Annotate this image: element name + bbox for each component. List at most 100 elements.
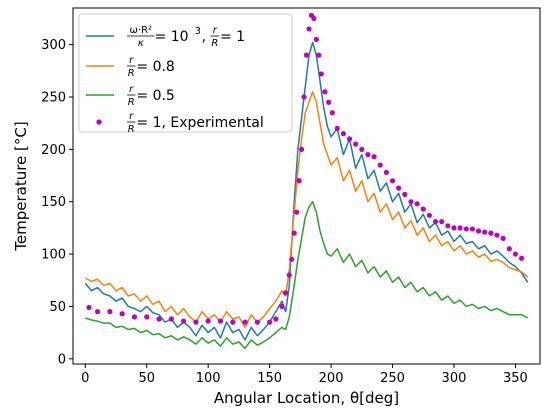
series-line-2: [84, 91, 529, 329]
data-point: [217, 318, 224, 324]
data-point: [500, 235, 506, 241]
data-point: [181, 318, 187, 324]
data-point: [291, 230, 297, 236]
legend-fraction-omega: ω·R² κ: [127, 25, 155, 49]
plot-frame: [72, 7, 541, 365]
y-tick-label: 200: [41, 143, 66, 158]
data-point: [377, 162, 383, 168]
data-point: [346, 136, 353, 142]
data-point: [296, 178, 302, 184]
legend-text: = 1, Experimental: [136, 115, 263, 131]
data-point: [383, 169, 389, 175]
legend-text: = 1: [220, 29, 245, 45]
data-point: [365, 151, 371, 158]
data-point: [482, 229, 488, 235]
data-point: [518, 255, 525, 261]
data-point: [303, 52, 310, 58]
svg-text:R: R: [211, 38, 218, 49]
data-point: [283, 290, 289, 296]
x-tick-label: 150: [257, 371, 282, 386]
data-point: [242, 319, 248, 325]
data-point: [494, 232, 500, 238]
data-point: [463, 226, 469, 232]
data-point: [318, 71, 324, 77]
data-point: [432, 219, 439, 225]
data-point: [306, 26, 312, 32]
x-tick-label: 300: [442, 371, 467, 386]
data-point: [334, 125, 340, 132]
svg-text:ω·R²: ω·R²: [130, 25, 153, 36]
data-point: [408, 199, 414, 205]
series-layer: [84, 12, 529, 350]
legend-entry-3: rR = 0.5: [86, 84, 175, 108]
legend-box: [78, 13, 293, 133]
svg-text:κ: κ: [138, 38, 144, 49]
data-point: [329, 110, 335, 116]
data-point: [420, 206, 426, 212]
data-point: [279, 303, 285, 310]
legend-text: = 0.5: [136, 88, 174, 104]
data-point: [469, 226, 476, 232]
data-point: [289, 256, 295, 262]
data-point: [414, 201, 420, 207]
data-point: [313, 36, 319, 43]
data-point: [353, 141, 359, 147]
svg-text:r: r: [129, 111, 134, 122]
svg-text:r: r: [129, 55, 134, 66]
y-tick-label: 100: [41, 248, 66, 263]
data-point: [107, 309, 113, 315]
series-line-1: [84, 41, 529, 341]
data-point: [451, 225, 457, 231]
data-point: [326, 99, 332, 105]
data-point: [445, 223, 451, 229]
data-point: [426, 212, 432, 218]
legend-superscript: 3: [195, 26, 201, 37]
data-point: [294, 209, 300, 215]
legend-text: = 0.8: [136, 59, 174, 75]
legend-fraction-r: rR: [127, 55, 136, 79]
ticks-layer: 0 50 100 150 200 250 300 350 0 50 100 150 200 250 300: [41, 38, 528, 386]
x-tick-label: 0: [81, 371, 89, 386]
data-point: [322, 89, 328, 95]
data-point: [316, 52, 322, 58]
legend-text: = 10: [155, 29, 189, 45]
data-point: [205, 318, 211, 324]
svg-text:r: r: [129, 84, 134, 95]
data-point: [193, 319, 199, 325]
series-experimental-points: [86, 12, 525, 325]
data-point: [396, 185, 402, 191]
data-point: [286, 272, 292, 278]
svg-text:R: R: [128, 68, 135, 79]
svg-text:r: r: [213, 25, 218, 36]
data-point: [389, 178, 396, 184]
data-point: [230, 319, 236, 325]
x-tick-label: 200: [319, 371, 344, 386]
legend-fraction-r: rR: [127, 111, 136, 135]
legend-marker: [96, 119, 102, 125]
x-tick-label: 350: [503, 371, 528, 386]
data-point: [457, 225, 463, 231]
data-point: [475, 228, 482, 234]
data-point: [119, 311, 125, 317]
svg-text:R: R: [128, 97, 135, 108]
y-tick-label: 50: [49, 300, 66, 315]
data-point: [402, 191, 408, 197]
data-point: [506, 246, 512, 252]
data-point: [340, 131, 346, 137]
x-axis-label: Angular Location, θ[deg]: [214, 389, 399, 407]
data-point: [131, 314, 138, 320]
data-point: [254, 319, 260, 325]
y-axis-label: Temperature [°C]: [12, 121, 30, 251]
data-point: [156, 316, 162, 322]
data-point: [359, 146, 365, 152]
y-tick-label: 0: [58, 352, 66, 367]
legend-entry-1: ω·R² κ = 10 3, rR = 1: [86, 25, 245, 49]
data-point: [488, 230, 494, 236]
legend-fraction-r: rR: [127, 84, 136, 108]
series-line-3: [85, 200, 529, 350]
data-point: [267, 319, 273, 325]
legend-fraction-r: rR: [210, 25, 219, 49]
y-tick-label: 150: [41, 195, 66, 210]
